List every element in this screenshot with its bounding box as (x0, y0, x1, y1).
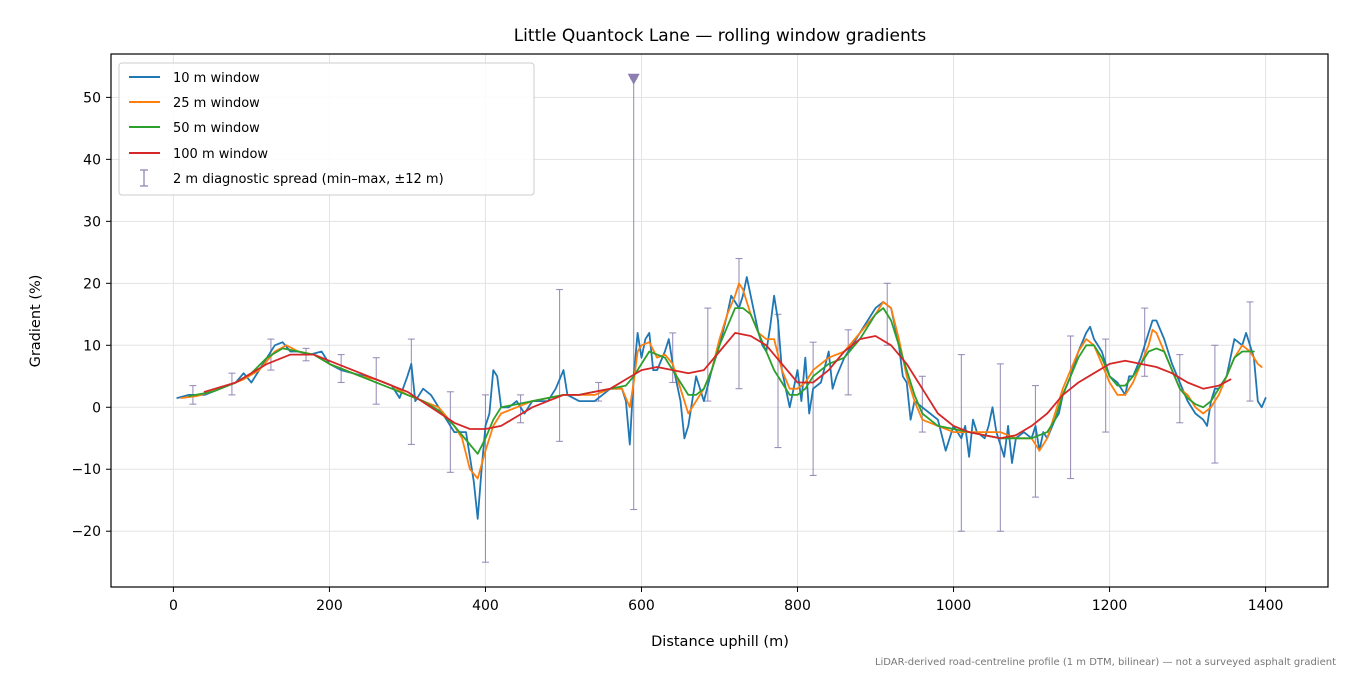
legend-label-spread: 2 m diagnostic spread (min–max, ±12 m) (173, 172, 444, 187)
y-axis-ticks: −20 −10 0 10 20 30 40 50 (71, 90, 111, 540)
x-tick-label: 0 (169, 598, 178, 614)
x-axis-label: Distance uphill (m) (651, 634, 789, 650)
legend-swatch-spread (140, 169, 148, 187)
y-tick-label: 40 (83, 152, 101, 168)
y-axis-label: Gradient (%) (28, 275, 44, 368)
spread-bar (774, 313, 782, 449)
spread-bar (630, 78, 638, 511)
legend-label-100m: 100 m window (173, 147, 268, 162)
x-axis-ticks: 0 200 400 600 800 1000 1200 1400 (169, 587, 1283, 614)
spread-bar (372, 357, 380, 405)
footnote: LiDAR-derived road-centreline profile (1… (875, 657, 1336, 668)
y-tick-label: −20 (71, 524, 101, 540)
x-tick-label: 600 (628, 598, 655, 614)
series-10m-line (176, 276, 1267, 520)
spread-bar (1067, 335, 1075, 480)
series-25m-line (180, 282, 1263, 480)
legend: 10 m window 25 m window 50 m window 100 … (118, 62, 535, 196)
x-tick-label: 200 (316, 598, 343, 614)
marker-layer (627, 73, 640, 85)
grid (111, 54, 1328, 587)
y-tick-label: 10 (83, 338, 101, 354)
x-tick-label: 1000 (936, 598, 972, 614)
spread-bar (669, 332, 677, 384)
legend-label-25m: 25 m window (173, 96, 260, 111)
series-lines (176, 276, 1267, 520)
spread-bar (918, 375, 926, 433)
spread-bar (957, 354, 965, 532)
spread-bar (809, 341, 817, 476)
spread-bar (407, 338, 415, 446)
diagnostic-spread-bars (189, 78, 1254, 563)
legend-label-10m: 10 m window (173, 71, 260, 86)
y-tick-label: 0 (92, 400, 101, 416)
x-tick-label: 1400 (1248, 598, 1284, 614)
spread-bar (1031, 385, 1039, 498)
x-tick-label: 800 (784, 598, 811, 614)
plot-frame (110, 53, 1329, 588)
spread-bar (446, 391, 454, 473)
spread-bar (481, 394, 489, 563)
spread-bar (1102, 338, 1110, 433)
legend-label-50m: 50 m window (173, 121, 260, 136)
spread-bar (735, 257, 743, 390)
spread-bar (844, 329, 852, 396)
series-100m-line (203, 332, 1232, 440)
spread-overflow-marker (627, 73, 640, 85)
x-tick-label: 400 (472, 598, 499, 614)
spread-bar (556, 288, 564, 442)
legend-box (118, 62, 535, 196)
y-tick-label: −10 (71, 462, 101, 478)
x-tick-label: 1200 (1092, 598, 1128, 614)
chart-title: Little Quantock Lane — rolling window gr… (514, 26, 927, 46)
spread-bar (1211, 344, 1219, 464)
series-50m-line (188, 307, 1255, 455)
y-tick-label: 30 (83, 214, 101, 230)
y-tick-label: 50 (83, 90, 101, 106)
y-tick-label: 20 (83, 276, 101, 292)
